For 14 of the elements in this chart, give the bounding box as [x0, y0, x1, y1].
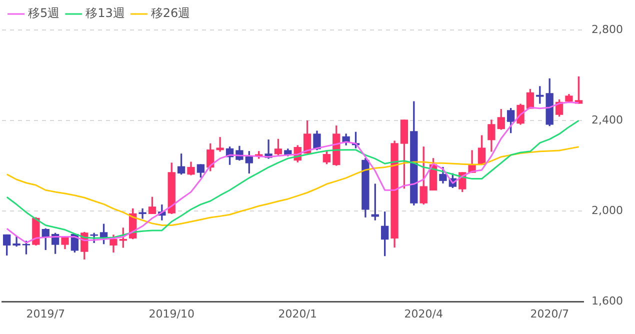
- x-tick-label: 2020/7: [530, 307, 569, 320]
- legend-label: 移13週: [86, 6, 125, 20]
- candlestick: [138, 208, 146, 219]
- legend-label: 移26週: [150, 6, 190, 20]
- y-tick-label: 2,800: [592, 22, 624, 36]
- y-tick-label: 2,000: [592, 204, 624, 218]
- y-tick-label: 2,400: [592, 113, 624, 126]
- legend-label: 移5週: [28, 6, 60, 20]
- x-tick-label: 2019/7: [26, 307, 65, 320]
- x-tick-label: 2019/10: [148, 307, 194, 320]
- x-tick-label: 2020/4: [404, 307, 443, 320]
- candlestick: [216, 137, 224, 152]
- y-tick-label: 1,600: [592, 294, 624, 308]
- x-tick-label: 2020/1: [278, 307, 317, 320]
